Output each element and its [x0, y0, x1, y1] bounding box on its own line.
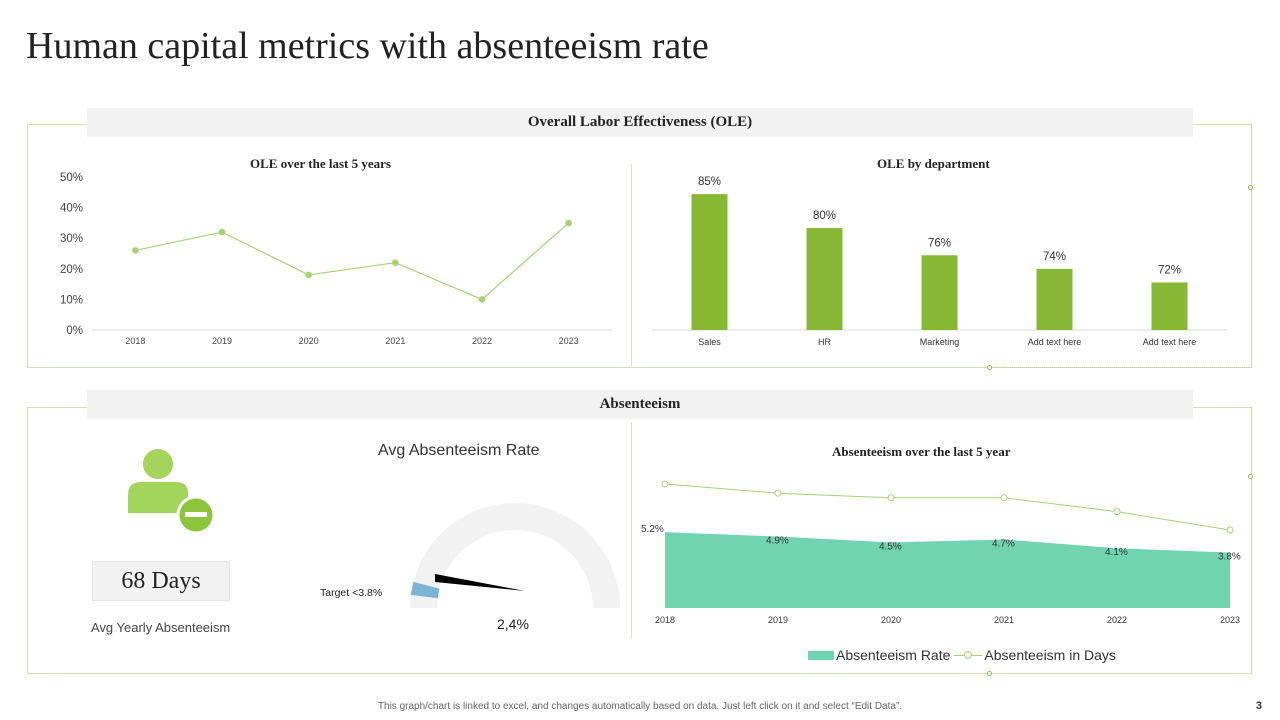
absenteeism-divider [631, 422, 632, 638]
ole-years-y-tick: 30% [60, 233, 83, 245]
ole-years-y-tick: 50% [60, 172, 83, 184]
absenteeism-rate-label: 4.5% [879, 541, 902, 552]
absenteeism-days-point [1113, 508, 1121, 516]
ole-years-chart-title: OLE over the last 5 years [250, 156, 391, 171]
ole-years-x-tick: 2020 [299, 336, 319, 346]
ole-years-y-tick: 10% [60, 294, 83, 306]
ole-years-series-line [135, 222, 570, 301]
ole-years-y-tick: 20% [60, 264, 83, 276]
ole-years-line-chart[interactable]: 0% 10% 20% 30% 40% 50% 2018 2019 2020 2021 2022 202… [40, 166, 620, 356]
absenteeism-days-point [661, 480, 669, 488]
ole-dept-category-label: Add text here [1143, 337, 1197, 347]
ole-divider [631, 164, 632, 366]
absenteeism-days-line [664, 483, 1231, 531]
ole-years-point [478, 296, 486, 303]
absenteeism-x-tick: 2021 [994, 615, 1014, 625]
absenteeism-panel-handle-bottom[interactable] [987, 671, 992, 676]
gauge-needle [435, 574, 525, 591]
ole-dept-category-label: Marketing [920, 337, 960, 347]
ole-dept-bar-label: 74% [1043, 251, 1066, 263]
gauge-track [410, 503, 620, 608]
gauge-title: Avg Absenteeism Rate [378, 442, 540, 459]
absenteeism-days-point [774, 489, 782, 497]
ole-years-x-tick: 2022 [472, 336, 492, 346]
gauge-target-label: Target <3.8% [320, 587, 382, 599]
ole-years-point [392, 259, 399, 266]
absenteeism-rate-label: 4.1% [1105, 547, 1128, 558]
ole-dept-bar-label: 72% [1158, 264, 1181, 276]
absenteeism-chart-title: Absenteeism over the last 5 year [832, 444, 1011, 459]
ole-panel-handle-bottom[interactable] [987, 365, 992, 370]
ole-dept-category-label: HR [818, 337, 831, 347]
user-minus-icon [128, 449, 216, 535]
absenteeism-days-point [887, 494, 895, 502]
absenteeism-panel-handle-right[interactable] [1248, 474, 1253, 479]
absenteeism-rate-label: 3.8% [1218, 552, 1241, 563]
ole-years-y-tick: 0% [66, 325, 83, 337]
ole-dept-bar [921, 255, 958, 330]
ole-years-x-tick: 2018 [125, 336, 145, 346]
legend-label-rate: Absenteeism Rate [836, 647, 951, 663]
ole-dept-category-label: Add text here [1028, 337, 1082, 347]
ole-dept-bar-label: 76% [928, 237, 951, 249]
absenteeism-rate-label: 4.9% [766, 536, 789, 547]
ole-years-y-tick: 40% [60, 203, 83, 215]
ole-dept-bar [1036, 268, 1073, 330]
page-title: Human capital metrics with absenteeism r… [26, 25, 709, 67]
footer-note: This graph/chart is linked to excel, and… [377, 701, 903, 712]
ole-years-point [305, 271, 312, 279]
ole-years-x-tick: 2019 [212, 336, 232, 346]
ole-panel-bottom-edge [990, 367, 1251, 368]
legend-item-rate[interactable]: Absenteeism Rate [808, 647, 950, 663]
ole-dept-bar-chart[interactable]: 85% Sales 80% HR 76% Marketing 74% Add text her… [645, 170, 1235, 356]
ole-years-x-tick: 2023 [559, 336, 579, 346]
absenteeism-x-tick: 2018 [655, 615, 675, 625]
absenteeism-x-tick: 2020 [881, 615, 901, 625]
ole-dept-chart-title: OLE by department [877, 156, 990, 171]
gauge-value-label: 2,4% [497, 616, 529, 632]
ole-years-point [218, 228, 226, 236]
legend-swatch-area [808, 650, 834, 660]
absenteeism-x-tick: 2022 [1107, 615, 1127, 625]
absenteeism-section-header: Absenteeism [87, 390, 1193, 419]
ole-panel-edge [1251, 124, 1252, 368]
absenteeism-gauge[interactable]: Target <3.8% 2,4% [300, 478, 630, 638]
absenteeism-area-chart[interactable]: 5.2% 4.9% 4.5% 4.7% 4.1% 3.8% 2018 2019 2020 2021… [636, 466, 1248, 631]
ole-dept-category-label: Sales [698, 337, 721, 347]
avg-days-value: 68 Days [92, 561, 230, 601]
ole-panel-handle-right[interactable] [1248, 185, 1253, 190]
ole-dept-bar [806, 228, 843, 330]
absenteeism-rate-label: 4.7% [992, 538, 1015, 549]
absenteeism-panel-edge [1251, 407, 1252, 674]
ole-dept-bar [1151, 282, 1188, 330]
absenteeism-days-point [1226, 526, 1234, 534]
gauge-target-marker [410, 581, 440, 599]
absenteeism-rate-label: 5.2% [641, 524, 664, 535]
avg-days-caption: Avg Yearly Absenteeism [91, 620, 231, 635]
legend-swatch-line [954, 650, 983, 660]
ole-dept-bar-label: 80% [813, 210, 836, 222]
page-number: 3 [1255, 700, 1262, 712]
ole-dept-bar-label: 85% [698, 176, 721, 188]
legend-item-days[interactable]: Absenteeism in Days [954, 647, 1116, 663]
absenteeism-x-tick: 2023 [1220, 615, 1240, 625]
ole-dept-bar [691, 194, 728, 330]
ole-section-header: Overall Labor Effectiveness (OLE) [87, 108, 1193, 137]
absenteeism-days-point [1000, 494, 1008, 502]
ole-years-x-tick: 2021 [385, 336, 405, 346]
absenteeism-legend: Absenteeism Rate Absenteeism in Days [808, 647, 1120, 663]
ole-years-point [132, 247, 139, 254]
absenteeism-rate-area [665, 532, 1230, 608]
legend-label-days: Absenteeism in Days [984, 647, 1116, 663]
absenteeism-x-tick: 2019 [768, 615, 788, 625]
ole-years-point [565, 219, 572, 227]
